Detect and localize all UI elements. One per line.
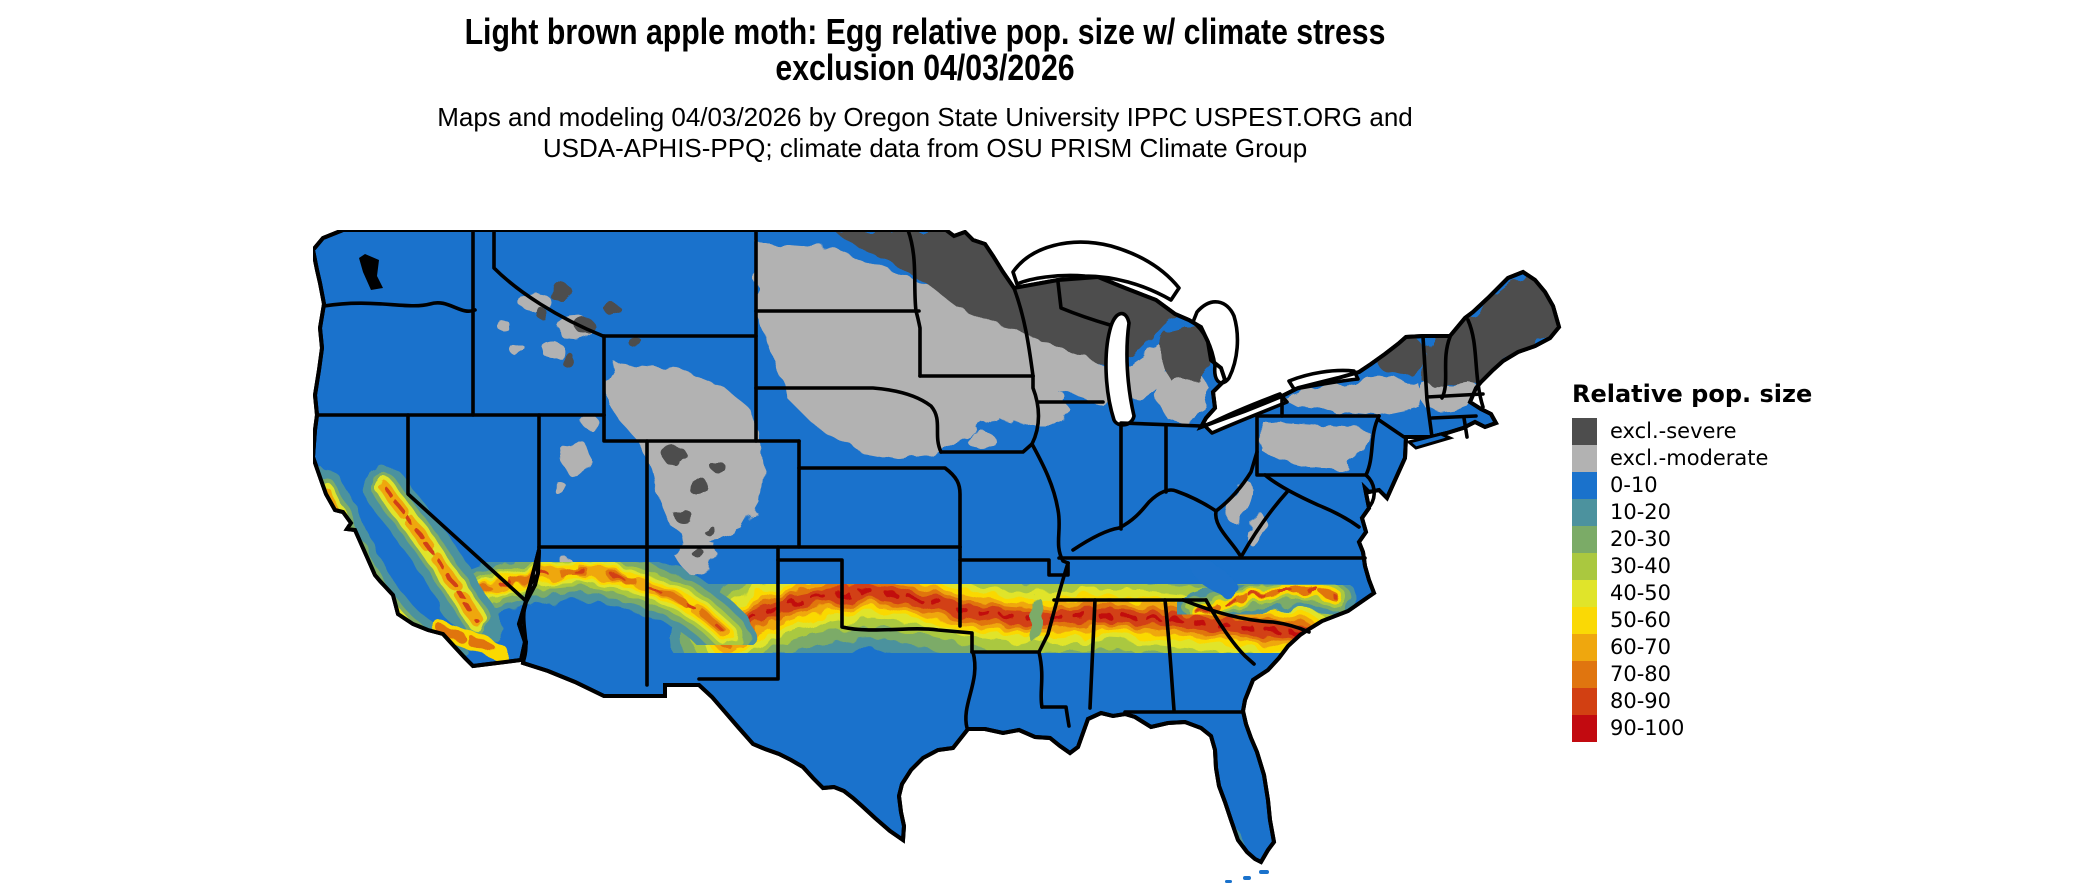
map-title-line1: Light brown apple moth: Egg relative pop… — [464, 11, 1386, 52]
lake-superior-icon — [1011, 240, 1181, 302]
legend-swatch-icon — [1572, 634, 1597, 661]
legend-row: 30-40 — [1572, 553, 1812, 580]
legend-row: 90-100 — [1572, 715, 1812, 742]
legend-swatch-icon — [1572, 688, 1597, 715]
puget-sound-icon — [359, 254, 383, 290]
map-subtitle-line2: USDA-APHIS-PPQ; climate data from OSU PR… — [542, 133, 1308, 163]
legend-row: 0-10 — [1572, 472, 1812, 499]
appalachian-blue-gap — [1189, 558, 1237, 596]
exclusion-moderate-regions — [496, 242, 1483, 580]
legend-swatch-icon — [1572, 526, 1597, 553]
legend-swatch-icon — [1572, 661, 1597, 688]
legend-row: 80-90 — [1572, 688, 1812, 715]
lake-michigan-icon — [1104, 311, 1136, 427]
legend-label: 60-70 — [1610, 635, 1672, 659]
map-title-line2: exclusion 04/03/2026 — [775, 47, 1075, 88]
legend-label: 70-80 — [1610, 662, 1672, 686]
legend-row: 60-70 — [1572, 634, 1812, 661]
population-band-west — [437, 543, 755, 663]
legend-label: excl.-moderate — [1610, 446, 1769, 470]
us-map-svg — [311, 228, 1561, 883]
legend-label: 0-10 — [1610, 473, 1658, 497]
subtitle-block: Maps and modeling 04/03/2026 by Oregon S… — [20, 102, 1830, 164]
legend-row: 70-80 — [1572, 661, 1812, 688]
legend-swatch-icon — [1572, 607, 1597, 634]
great-lakes — [1011, 240, 1360, 435]
us-map — [311, 228, 1563, 892]
legend-label: 40-50 — [1610, 581, 1672, 605]
legend-items: excl.-severe excl.-moderate 0-10 10-20 20-30… — [1572, 418, 1812, 742]
florida-keys-icon — [1225, 870, 1269, 883]
legend-swatch-icon — [1572, 499, 1597, 526]
legend-row: excl.-severe — [1572, 418, 1812, 445]
legend: Relative pop. size excl.-severe excl.-mod… — [1572, 380, 1812, 742]
legend-label: 50-60 — [1610, 608, 1672, 632]
legend-label: 10-20 — [1610, 500, 1672, 524]
legend-swatch-icon — [1572, 472, 1597, 499]
south-texas-hotspot — [822, 793, 885, 862]
legend-swatch-icon — [1572, 445, 1597, 472]
legend-row: 10-20 — [1572, 499, 1812, 526]
title-block: Light brown apple moth: Egg relative pop… — [20, 14, 1830, 164]
legend-row: 40-50 — [1572, 580, 1812, 607]
map-subtitle-line1: Maps and modeling 04/03/2026 by Oregon S… — [437, 102, 1413, 132]
legend-label: excl.-severe — [1610, 419, 1737, 443]
legend-label: 80-90 — [1610, 689, 1672, 713]
population-band-carolinas — [1179, 569, 1356, 630]
legend-swatch-icon — [1572, 418, 1597, 445]
legend-swatch-icon — [1572, 553, 1597, 580]
legend-label: 30-40 — [1610, 554, 1672, 578]
legend-label: 90-100 — [1610, 716, 1685, 740]
long-island-icon — [1405, 432, 1455, 450]
legend-row: excl.-moderate — [1572, 445, 1812, 472]
legend-row: 20-30 — [1572, 526, 1812, 553]
legend-label: 20-30 — [1610, 527, 1672, 551]
legend-title: Relative pop. size — [1572, 380, 1813, 408]
legend-swatch-icon — [1572, 715, 1597, 742]
legend-row: 50-60 — [1572, 607, 1812, 634]
legend-swatch-icon — [1572, 580, 1597, 607]
